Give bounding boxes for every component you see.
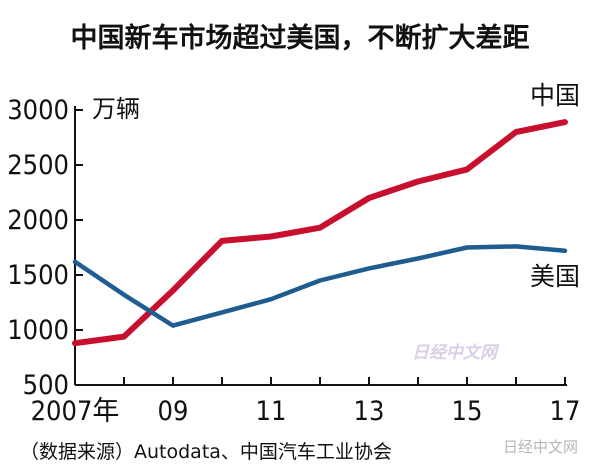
- y-tick-label: 3000: [7, 95, 69, 126]
- source-note: （数据来源）Autodata、中国汽车工业协会: [20, 441, 392, 463]
- axes: [74, 106, 567, 386]
- y-tick-label: 2000: [7, 205, 69, 236]
- y-axis: 500 1000 1500 2000 2500 3000: [7, 95, 83, 401]
- series-label-china: 中国: [530, 81, 580, 110]
- series-label-usa: 美国: [530, 262, 580, 291]
- x-tick-label: 2007年: [31, 396, 120, 427]
- series-line-china: [72, 119, 568, 347]
- series-line-usa: [72, 244, 568, 328]
- x-tick-label: 15: [452, 396, 483, 427]
- y-tick-label: 1000: [7, 315, 69, 346]
- watermark: 日经中文网: [412, 343, 500, 363]
- x-tick-label: 13: [354, 396, 385, 427]
- y-tick-label: 500: [23, 370, 69, 401]
- x-tick-label: 11: [256, 396, 287, 427]
- series-layer: [72, 119, 568, 347]
- x-tick-label: 17: [550, 396, 581, 427]
- x-tick-label: 09: [158, 396, 189, 427]
- y-tick-label: 2500: [7, 150, 69, 181]
- y-axis-unit-label: 万辆: [92, 95, 140, 123]
- y-tick-label: 1500: [7, 260, 69, 291]
- x-axis: 2007年 09 11 13 15 17: [31, 377, 581, 427]
- watermark-corner: 日经中文网: [503, 438, 578, 456]
- chart-title: 中国新车市场超过美国，不断扩大差距: [71, 22, 530, 54]
